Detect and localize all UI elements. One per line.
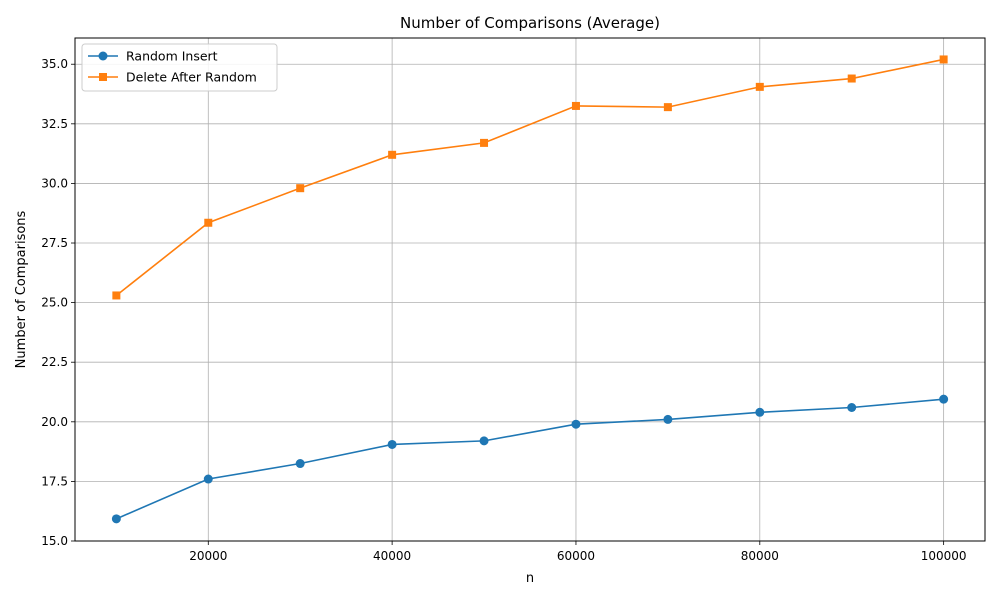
legend-swatch-marker [99, 73, 107, 81]
data-point [939, 55, 948, 64]
y-tick-label: 32.5 [41, 117, 68, 131]
data-point [571, 419, 581, 429]
data-point [479, 436, 489, 446]
plot-frame [74, 37, 986, 542]
data-point [480, 138, 489, 147]
data-point [111, 514, 121, 524]
x-tick-label: 80000 [741, 549, 779, 563]
series-0 [111, 394, 949, 524]
data-point [112, 291, 121, 300]
legend-box [81, 43, 278, 92]
data-point [847, 403, 857, 413]
chart-title: Number of Comparisons (Average) [400, 14, 660, 32]
series-layer [111, 55, 949, 524]
y-tick-label: 17.5 [41, 474, 68, 488]
x-tick-label: 100000 [921, 549, 967, 563]
axis-ticks: 20000 40000 60000 80000 100000 15.0 17.5 20.0 22… [41, 57, 966, 563]
x-tick-label: 20000 [189, 549, 227, 563]
y-tick-label: 30.0 [41, 176, 68, 190]
data-point [295, 459, 305, 469]
data-point [204, 218, 213, 227]
grid [75, 38, 985, 542]
data-point [387, 439, 397, 449]
legend-label: Random Insert [126, 49, 218, 64]
data-point [663, 414, 673, 424]
data-point [203, 474, 213, 484]
series-1 [112, 55, 948, 300]
data-point [388, 150, 397, 159]
y-tick-label: 35.0 [41, 57, 68, 71]
series-line [115, 58, 944, 297]
legend: Random Insert Delete After Random [81, 43, 278, 92]
y-axis-label: Number of Comparisons [14, 210, 29, 368]
legend-label: Delete After Random [126, 70, 257, 85]
x-tick-label: 40000 [373, 549, 411, 563]
data-point [571, 101, 580, 110]
y-tick-label: 15.0 [41, 534, 68, 548]
y-tick-label: 22.5 [41, 355, 68, 369]
x-tick-label: 60000 [557, 549, 595, 563]
legend-swatch-marker [98, 51, 108, 61]
data-point [755, 82, 764, 91]
x-axis-label: n [526, 571, 534, 586]
series-line [116, 398, 944, 520]
data-point [939, 394, 949, 404]
data-point [296, 184, 305, 193]
y-tick-label: 20.0 [41, 415, 68, 429]
data-point [755, 407, 765, 417]
y-tick-label: 27.5 [41, 236, 68, 250]
data-point [663, 103, 672, 112]
data-point [847, 74, 856, 83]
y-tick-label: 25.0 [41, 296, 68, 310]
